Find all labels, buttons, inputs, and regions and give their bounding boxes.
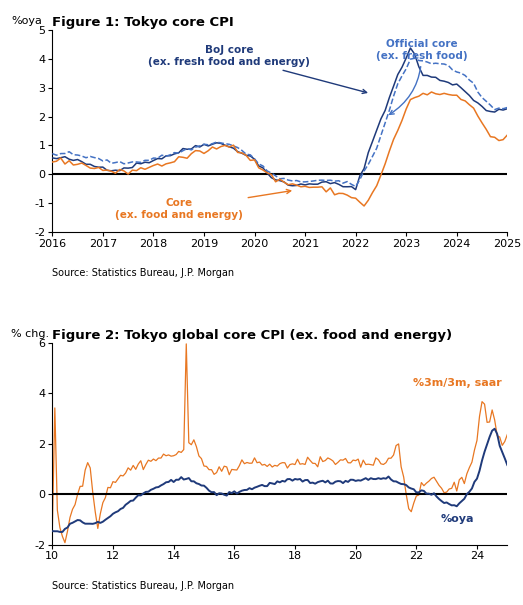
- Text: Core
(ex. food and energy): Core (ex. food and energy): [115, 189, 291, 220]
- Text: BoJ core
(ex. fresh food and energy): BoJ core (ex. fresh food and energy): [149, 45, 367, 93]
- Text: Source: Statistics Bureau, J.P. Morgan: Source: Statistics Bureau, J.P. Morgan: [52, 268, 234, 278]
- Text: % chg.: % chg.: [12, 329, 50, 339]
- Text: %oya: %oya: [12, 16, 42, 26]
- Text: Figure 2: Tokyo global core CPI (ex. food and energy): Figure 2: Tokyo global core CPI (ex. foo…: [52, 329, 452, 342]
- Text: %oya: %oya: [440, 514, 474, 524]
- Text: %3m/3m, saar: %3m/3m, saar: [413, 378, 502, 388]
- Text: Figure 1: Tokyo core CPI: Figure 1: Tokyo core CPI: [52, 16, 234, 29]
- Text: Official core
(ex. fresh food): Official core (ex. fresh food): [376, 39, 467, 114]
- Text: Source: Statistics Bureau, J.P. Morgan: Source: Statistics Bureau, J.P. Morgan: [52, 581, 234, 591]
